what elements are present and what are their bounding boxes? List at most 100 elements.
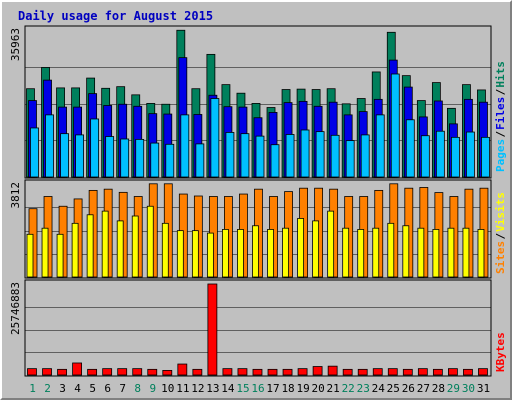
- day-label: 29: [447, 382, 460, 395]
- day-label: 6: [104, 382, 111, 395]
- bar-visits: [432, 229, 440, 278]
- bar-visits: [447, 227, 455, 278]
- bar-kbytes: [463, 368, 473, 376]
- legend-pages: Pages: [494, 139, 507, 172]
- bar-visits: [86, 214, 94, 278]
- day-label: 31: [477, 382, 490, 395]
- bar-visits: [116, 220, 124, 278]
- day-label: 7: [119, 382, 126, 395]
- bar-visits: [176, 230, 184, 278]
- day-label: 1: [29, 382, 36, 395]
- bar-pages: [135, 138, 145, 178]
- legend-sep: /: [494, 88, 507, 95]
- legend-kbytes: KBytes: [494, 332, 507, 372]
- bar-kbytes: [387, 368, 398, 376]
- bar-pages: [300, 129, 310, 178]
- day-label: 30: [462, 382, 475, 395]
- bar-pages: [390, 73, 400, 178]
- bar-visits: [252, 225, 259, 278]
- day-label: 18: [281, 382, 294, 395]
- bar-visits: [56, 233, 64, 278]
- bar-pages: [345, 140, 355, 178]
- bar-kbytes: [237, 368, 248, 376]
- bar-visits: [327, 210, 335, 278]
- bar-kbytes: [147, 368, 158, 376]
- bar-visits: [237, 229, 244, 278]
- bar-pages: [30, 127, 39, 178]
- legend-visits: Visits: [494, 192, 507, 232]
- day-label: 13: [206, 382, 219, 395]
- bar-kbytes: [327, 365, 338, 376]
- bar-kbytes: [117, 368, 128, 376]
- bar-pages: [330, 134, 340, 178]
- bar-visits: [357, 229, 365, 278]
- bar-kbytes: [132, 368, 143, 376]
- legend-files: Files: [494, 97, 507, 130]
- ylabel-hits: 35963: [9, 28, 22, 61]
- bar-visits: [41, 227, 49, 278]
- bar-kbytes: [102, 368, 113, 376]
- bar-kbytes: [417, 368, 428, 376]
- bar-kbytes: [57, 368, 67, 376]
- bar-visits: [402, 225, 410, 278]
- day-label: 4: [74, 382, 81, 395]
- bar-visits: [477, 229, 485, 278]
- bar-kbytes: [27, 368, 37, 376]
- bar-kbytes: [478, 368, 488, 376]
- bar-kbytes: [448, 368, 458, 376]
- bar-visits: [312, 220, 320, 278]
- bar-visits: [222, 229, 229, 278]
- bar-kbytes: [87, 368, 98, 376]
- day-label: 9: [149, 382, 156, 395]
- bar-visits: [372, 227, 380, 278]
- bar-visits: [462, 227, 470, 278]
- bar-visits: [26, 233, 34, 278]
- bar-pages: [255, 135, 265, 178]
- bar-kbytes: [222, 368, 233, 376]
- bar-pages: [180, 114, 190, 178]
- bar-visits: [131, 215, 139, 278]
- day-label: 10: [161, 382, 174, 395]
- bar-kbytes: [357, 368, 368, 376]
- bar-kbytes: [267, 368, 278, 376]
- bar-pages: [60, 133, 69, 178]
- bar-visits: [297, 218, 304, 278]
- bar-visits: [161, 222, 169, 278]
- legend-sites: Sites: [494, 241, 507, 274]
- legend-mid: Sites / Visits: [494, 192, 507, 274]
- bar-visits: [417, 227, 425, 278]
- bar-visits: [206, 232, 214, 278]
- chart-title: Daily usage for August 2015: [18, 9, 213, 23]
- bar-visits: [267, 229, 274, 278]
- bar-kbytes: [372, 368, 383, 376]
- day-label: 3: [59, 382, 66, 395]
- bar-kbytes: [192, 368, 203, 376]
- day-label: 16: [251, 382, 264, 395]
- bar-kbytes: [432, 368, 443, 376]
- bar-visits: [282, 227, 289, 278]
- day-label: 24: [372, 382, 386, 395]
- ylabel-kbytes: 25746883: [9, 282, 22, 335]
- day-label: 26: [402, 382, 415, 395]
- bar-pages: [360, 134, 370, 178]
- bar-pages: [451, 136, 460, 178]
- bar-pages: [435, 130, 445, 178]
- legend-bottom: KBytes: [494, 332, 507, 372]
- bar-kbytes: [402, 368, 413, 376]
- day-label: 19: [296, 382, 309, 395]
- bar-pages: [405, 119, 415, 178]
- day-label: 14: [221, 382, 235, 395]
- legend-top: Pages / Files / Hits: [494, 61, 507, 172]
- bar-pages: [240, 133, 250, 178]
- bar-pages: [165, 143, 175, 178]
- bar-visits: [146, 205, 154, 278]
- day-label: 15: [236, 382, 249, 395]
- bar-kbytes: [342, 368, 353, 376]
- day-label: 28: [432, 382, 445, 395]
- bar-pages: [90, 118, 100, 178]
- day-label: 20: [312, 382, 325, 395]
- day-label: 17: [266, 382, 279, 395]
- day-label: 8: [134, 382, 141, 395]
- legend-sep: /: [494, 233, 507, 240]
- bar-pages: [466, 131, 475, 178]
